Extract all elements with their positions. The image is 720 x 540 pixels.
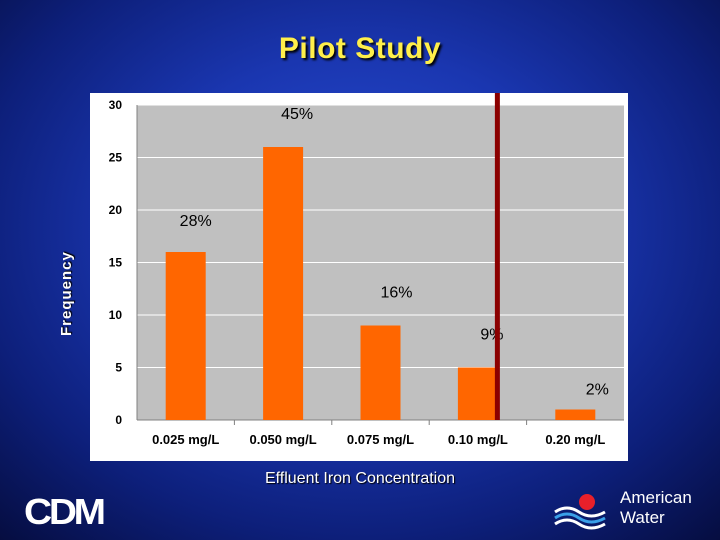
x-tick-label: 0.075 mg/L — [347, 432, 414, 447]
data-label: 9% — [480, 327, 503, 344]
y-axis-label: Frequency — [58, 251, 75, 336]
bar — [457, 367, 498, 420]
bar — [165, 252, 206, 420]
data-label: 16% — [380, 285, 412, 302]
y-tick-label: 25 — [109, 151, 123, 165]
y-tick-label: 0 — [115, 413, 122, 427]
american-water-logo-icon — [554, 494, 606, 530]
chart-panel: 0 5 10 15 20 25 30 0.025 mg/L 28% 0.050 mg/L 45% 0.… — [90, 93, 628, 461]
y-tick-label: 30 — [109, 98, 123, 112]
x-axis-label: Effluent Iron Concentration — [264, 470, 456, 487]
x-tick-label: 0.10 mg/L — [448, 432, 508, 447]
bar-chart: 0 5 10 15 20 25 30 0.025 mg/L 28% 0.050 mg/L 45% 0.… — [109, 93, 624, 447]
logo-line-2: Water — [620, 508, 665, 527]
x-tick-label: 0.050 mg/L — [249, 432, 316, 447]
x-tick-label: 0.025 mg/L — [152, 432, 219, 447]
bar — [555, 409, 596, 420]
logo-line-1: American — [620, 488, 692, 507]
y-tick-label: 15 — [109, 256, 123, 270]
bar — [360, 325, 401, 420]
cdm-logo: CDM — [24, 491, 106, 532]
data-label: 2% — [586, 382, 609, 399]
data-label: 28% — [180, 213, 212, 230]
x-tick-label: 0.20 mg/L — [545, 432, 605, 447]
y-tick-label: 10 — [109, 308, 123, 322]
bar — [263, 147, 304, 420]
y-tick-label: 20 — [109, 203, 123, 217]
data-label: 45% — [281, 106, 313, 123]
american-water-logo-text: American Water — [620, 488, 720, 528]
slide-title: Pilot Study — [278, 32, 442, 65]
y-tick-label: 5 — [115, 361, 122, 375]
